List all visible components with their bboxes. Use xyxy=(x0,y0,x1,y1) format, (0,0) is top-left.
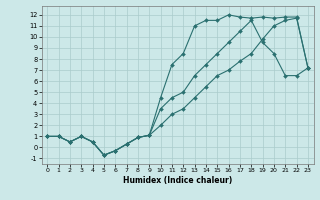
X-axis label: Humidex (Indice chaleur): Humidex (Indice chaleur) xyxy=(123,176,232,185)
